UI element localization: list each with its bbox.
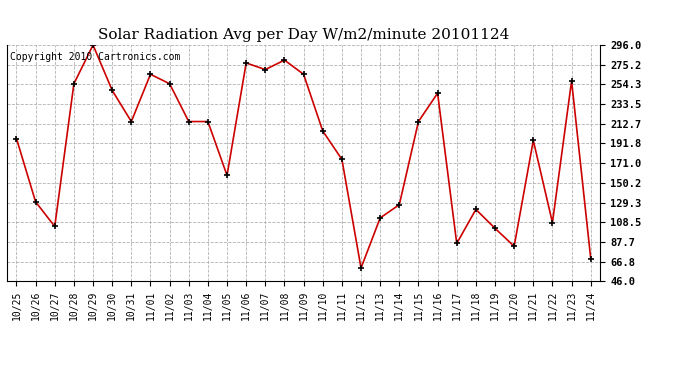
Text: Copyright 2010 Cartronics.com: Copyright 2010 Cartronics.com (10, 52, 180, 62)
Title: Solar Radiation Avg per Day W/m2/minute 20101124: Solar Radiation Avg per Day W/m2/minute … (98, 28, 509, 42)
